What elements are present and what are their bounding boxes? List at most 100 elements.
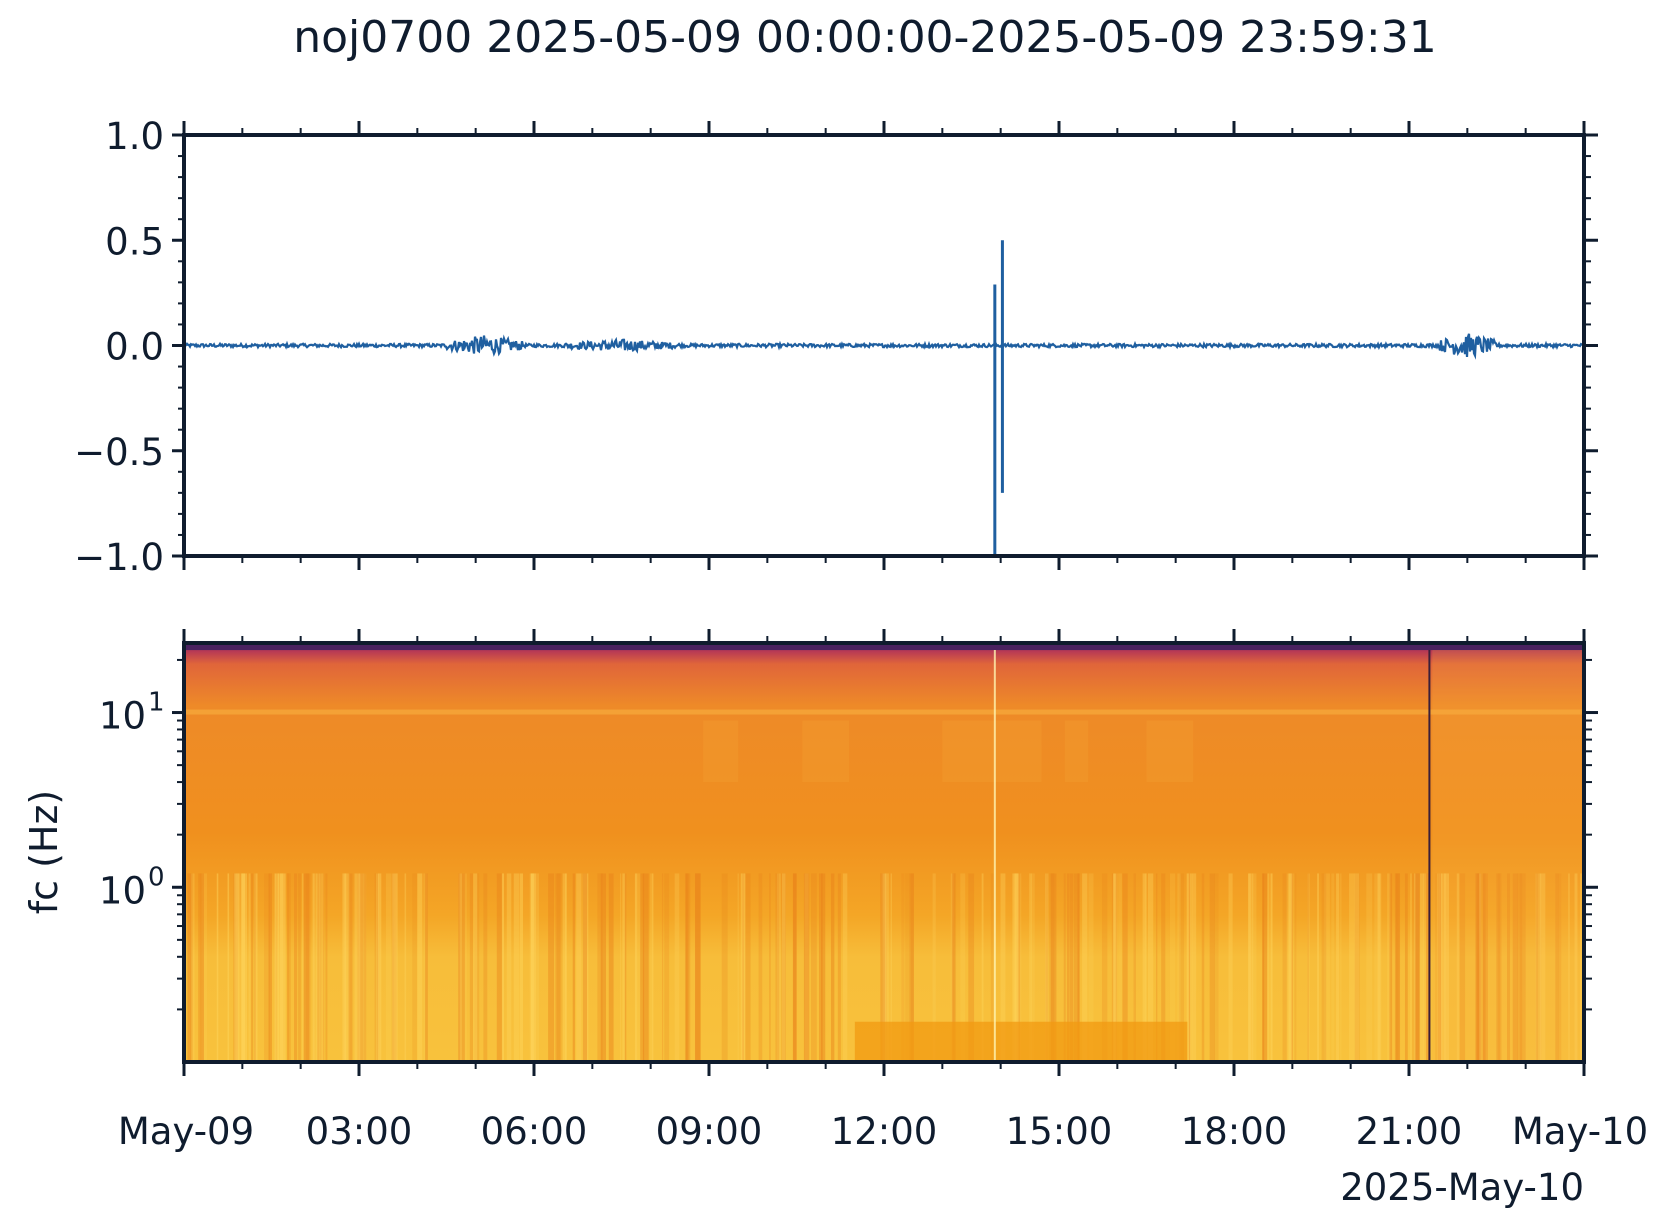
- spectrogram-texture-stripe: [664, 873, 670, 1062]
- spectrogram-mid-block: [1064, 720, 1089, 783]
- spectrogram-texture-stripe: [1425, 873, 1429, 1062]
- spectrogram-texture-stripe: [821, 873, 826, 1062]
- spectrogram-texture-stripe: [469, 873, 474, 1062]
- spectrogram-texture-stripe: [227, 873, 230, 1062]
- spectrogram-texture-stripe: [740, 873, 746, 1062]
- spectrogram-texture-stripe: [548, 873, 555, 1062]
- spectrogram-texture-stripe: [842, 873, 848, 1062]
- spectrogram-texture-stripe: [233, 873, 238, 1062]
- spectrogram-texture-stripe: [1118, 873, 1122, 1062]
- spectrogram-texture-stripe: [685, 873, 688, 1062]
- spectrogram-texture-stripe: [1394, 873, 1398, 1062]
- spectrogram-texture-stripe: [1354, 873, 1360, 1062]
- spectrogram-texture-stripe: [737, 873, 739, 1062]
- spectrogram-texture-stripe: [342, 873, 347, 1062]
- spectrogram-texture-stripe: [1331, 873, 1335, 1062]
- spectrogram-texture-stripe: [1438, 873, 1443, 1062]
- spectrogram-texture-stripe: [1410, 873, 1412, 1062]
- x-tick-label: 21:00: [1356, 1110, 1463, 1153]
- spectrogram-texture-stripe: [661, 873, 664, 1062]
- spectrogram-texture-stripe: [458, 873, 465, 1062]
- spectrogram-texture-stripe: [1517, 873, 1523, 1062]
- spectrogram-texture-stripe: [392, 873, 398, 1062]
- spectrogram-texture-stripe: [1415, 873, 1420, 1062]
- spectrogram-texture-stripe: [1574, 873, 1578, 1062]
- spectrogram-texture-stripe: [830, 873, 835, 1062]
- spectrogram-texture-stripe: [1209, 873, 1215, 1062]
- spectrogram-texture-stripe: [968, 873, 975, 1062]
- spectrogram-texture-stripe: [458, 873, 462, 1062]
- chart-title: noj0700 2025-05-09 00:00:00-2025-05-09 2…: [293, 12, 1436, 63]
- spectrogram-texture-stripe: [233, 873, 239, 1062]
- spectrogram-texture-stripe: [364, 873, 367, 1062]
- spectrogram-texture-stripe: [685, 873, 689, 1062]
- spectrogram-texture-stripe: [1262, 873, 1265, 1062]
- spectrogram-texture-stripe: [1191, 873, 1197, 1062]
- spectrogram-texture-stripe: [201, 873, 208, 1062]
- spectrogram-texture-stripe: [1476, 873, 1480, 1062]
- spectrogram-texture-stripe: [1147, 873, 1154, 1062]
- spectrogram-texture-stripe: [1482, 873, 1488, 1062]
- spectrogram-texture-stripe: [461, 873, 467, 1062]
- waveform-frame: [182, 133, 1586, 558]
- spectrogram-texture-stripe: [376, 873, 380, 1062]
- spectrogram-texture-stripe: [775, 873, 780, 1062]
- x-tick-label: 15:00: [1006, 1110, 1113, 1153]
- spectrogram-texture-stripe: [287, 873, 291, 1062]
- spectrogram-texture-stripe: [1512, 873, 1519, 1062]
- spectrogram-texture-stripe: [1414, 873, 1419, 1062]
- spectrogram-texture-stripe: [694, 873, 701, 1062]
- spectrogram-texture-stripe: [1144, 873, 1146, 1062]
- waveform-trace: [184, 333, 1584, 360]
- spectrogram-texture-stripe: [564, 873, 567, 1062]
- spectrogram-texture-stripe: [1190, 873, 1193, 1062]
- spectrogram-texture-stripe: [1479, 873, 1482, 1062]
- spectrogram-texture-stripe: [404, 873, 407, 1062]
- spectrogram-top-edge: [184, 643, 1584, 650]
- spectrogram-texture-stripe: [344, 873, 350, 1062]
- spectrogram-texture-stripe: [357, 873, 364, 1062]
- waveform-ytick-label: 0.0: [105, 326, 164, 369]
- spectrogram-texture-stripe: [1161, 873, 1166, 1062]
- spectrogram-texture-stripe: [640, 873, 645, 1062]
- spectrogram-texture-stripe: [901, 873, 905, 1062]
- spectrogram-texture-stripe: [412, 873, 417, 1062]
- spectrogram-texture-stripe: [792, 873, 797, 1062]
- spectrogram-texture-stripe: [1074, 873, 1080, 1062]
- spectrogram-texture-stripe: [556, 873, 563, 1062]
- spectrogram-texture-stripe: [1456, 873, 1460, 1062]
- spectrogram-texture-stripe: [1188, 873, 1191, 1062]
- spectrogram-texture-stripe: [1324, 873, 1330, 1062]
- spectrogram-texture-stripe: [363, 873, 367, 1062]
- spectrogram-texture-stripe: [348, 873, 353, 1062]
- spectrogram-texture-stripe: [1415, 873, 1421, 1062]
- spectrogram-texture-stripe: [305, 873, 311, 1062]
- spectrogram-texture-stripe: [1497, 873, 1502, 1062]
- spectrogram-texture-stripe: [287, 873, 289, 1062]
- spectrogram-texture-stripe: [293, 873, 298, 1062]
- spectrogram-texture-stripe: [1354, 873, 1360, 1062]
- spectrogram-texture-stripe: [1377, 873, 1381, 1062]
- spectrogram-texture-stripe: [1475, 873, 1481, 1062]
- x-tick-label: May-10: [1512, 1110, 1648, 1153]
- spectrogram-mid-block: [802, 720, 849, 783]
- spectrogram-texture-stripe: [241, 873, 248, 1062]
- spectrogram-texture-stripe: [483, 873, 488, 1062]
- spectrogram-mid-block: [1146, 720, 1194, 783]
- spectrogram-texture-stripe: [650, 873, 654, 1062]
- spectrogram-texture-stripe: [1568, 873, 1570, 1062]
- spectrogram-texture-stripe: [620, 873, 622, 1062]
- spectrogram-texture-stripe: [811, 873, 817, 1062]
- spectrogram-texture-stripe: [1122, 873, 1128, 1062]
- spectrogram-texture-stripe: [951, 873, 954, 1062]
- spectrogram-ytick-exponent: 0: [148, 862, 165, 892]
- spectrogram-texture-stripe: [674, 873, 680, 1062]
- spectrogram-texture-stripe: [1423, 873, 1428, 1062]
- spectrogram-texture-stripe: [530, 873, 536, 1062]
- spectrogram-texture-stripe: [804, 873, 809, 1062]
- x-axis-offset-label: 2025-May-10: [1340, 1166, 1584, 1209]
- spectrogram-texture-stripe: [474, 873, 480, 1062]
- spectrogram-texture-stripe: [793, 873, 797, 1062]
- spectrogram-texture-stripe: [634, 873, 638, 1062]
